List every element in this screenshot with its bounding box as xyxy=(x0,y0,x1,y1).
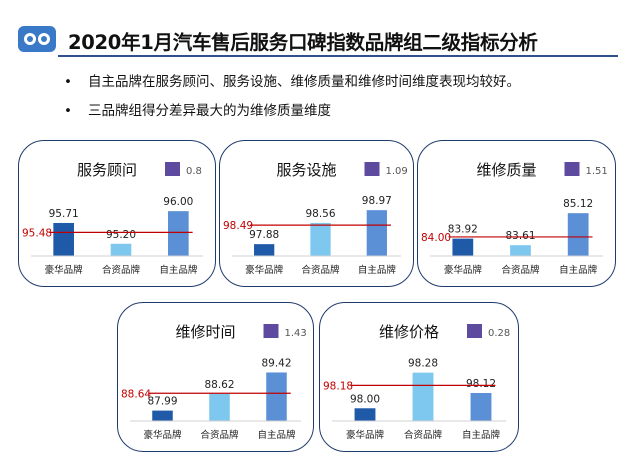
category-label: 豪华品牌 xyxy=(245,264,284,276)
legend-swatch xyxy=(564,162,580,176)
chart-title: 服务顾问 xyxy=(77,161,137,179)
bar xyxy=(452,238,474,256)
bar xyxy=(152,410,173,421)
bar-value-label: 96.00 xyxy=(163,196,193,208)
category-label: 自主品牌 xyxy=(462,429,501,441)
summary-bullets: 自主品牌在服务顾问、服务设施、维修质量和维修时间维度表现均较好。 三品牌组得分差… xyxy=(64,68,520,126)
legend-swatch xyxy=(263,324,279,338)
chart-title: 维修时间 xyxy=(175,323,235,341)
chart-title: 服务设施 xyxy=(276,161,336,179)
bar-value-label: 89.42 xyxy=(261,357,291,369)
bar-value-label: 85.12 xyxy=(563,198,593,210)
legend-value: 0.28 xyxy=(488,328,510,339)
category-label: 合资品牌 xyxy=(200,429,239,441)
bar-value-label: 98.12 xyxy=(466,378,496,390)
chart-panel-repair-price: 维修价格 0.28 98.00 豪华品牌 98.28 合资品牌 98.12 自主品牌 98.18 xyxy=(319,302,519,452)
legend-value: 1.51 xyxy=(586,166,608,177)
bar xyxy=(254,244,275,256)
bar-value-label: 95.20 xyxy=(106,229,136,241)
category-label: 自主品牌 xyxy=(159,264,198,276)
bar-value-label: 88.62 xyxy=(204,379,234,391)
chart-panel-repair-quality: 维修质量 1.51 83.92 豪华品牌 83.61 合资品牌 85.12 自主品牌 84.00 xyxy=(417,140,616,287)
chart-svg: 维修时间 1.43 87.99 豪华品牌 88.62 合资品牌 89.42 自主品牌 88.64 xyxy=(121,323,307,441)
bar-value-label: 97.88 xyxy=(249,229,279,241)
bar-value-label: 98.97 xyxy=(362,195,392,207)
bar xyxy=(209,393,230,421)
category-label: 豪华品牌 xyxy=(444,264,483,276)
legend-swatch xyxy=(467,324,482,338)
bar-value-label: 98.00 xyxy=(350,393,380,405)
chart-svg: 维修价格 0.28 98.00 豪华品牌 98.28 合资品牌 98.12 自主品牌 98.18 xyxy=(323,323,510,441)
bar xyxy=(168,211,189,256)
category-label: 豪华品牌 xyxy=(346,429,385,441)
legend-value: 0.8 xyxy=(186,166,202,177)
title-underline xyxy=(58,55,618,57)
legend-value: 1.09 xyxy=(386,166,408,177)
category-label: 合资品牌 xyxy=(404,429,443,441)
legend-swatch xyxy=(364,162,380,176)
bar-value-label: 95.71 xyxy=(49,208,79,220)
legend-value: 1.43 xyxy=(285,328,307,339)
bar xyxy=(110,243,132,256)
bullet-item: 三品牌组得分差异最大的为维修质量维度 xyxy=(64,97,520,126)
chart-title: 维修质量 xyxy=(476,161,536,179)
bar xyxy=(412,372,434,421)
chart-svg: 服务设施 1.09 97.88 豪华品牌 98.56 合资品牌 98.97 自主品牌 98.49 xyxy=(223,161,408,276)
bar-value-label: 98.56 xyxy=(305,208,335,220)
bar xyxy=(470,393,492,421)
chart-panel-service-facility: 服务设施 1.09 97.88 豪华品牌 98.56 合资品牌 98.97 自主品牌 98.49 xyxy=(219,140,414,287)
average-label: 84.00 xyxy=(421,232,451,244)
bar xyxy=(567,213,589,256)
category-label: 合资品牌 xyxy=(102,264,141,276)
category-label: 自主品牌 xyxy=(358,264,397,276)
brand-logo xyxy=(18,26,56,52)
bar-value-label: 83.61 xyxy=(505,230,535,242)
bar xyxy=(310,222,331,256)
chart-panel-repair-time: 维修时间 1.43 87.99 豪华品牌 88.62 合资品牌 89.42 自主品牌 88.64 xyxy=(117,302,314,452)
chart-panel-service-advisor: 服务顾问 0.8 95.71 豪华品牌 95.20 合资品牌 96.00 自主品牌 95.48 xyxy=(18,140,216,287)
chart-svg: 服务顾问 0.8 95.71 豪华品牌 95.20 合资品牌 96.00 自主品牌 95.48 xyxy=(22,161,203,276)
page-title: 2020年1月汽车售后服务口碑指数品牌组二级指标分析 xyxy=(68,31,538,54)
bar xyxy=(53,222,74,256)
bar-value-label: 98.28 xyxy=(408,358,438,370)
chart-svg: 维修质量 1.51 83.92 豪华品牌 83.61 合资品牌 85.12 自主品牌 84.00 xyxy=(421,161,608,276)
bar xyxy=(510,245,531,256)
average-label: 88.64 xyxy=(121,388,151,400)
category-label: 豪华品牌 xyxy=(45,264,84,276)
average-label: 98.18 xyxy=(323,380,353,392)
bar-value-label: 87.99 xyxy=(147,396,177,408)
legend-swatch xyxy=(165,162,180,176)
average-label: 95.48 xyxy=(22,227,52,239)
category-label: 豪华品牌 xyxy=(143,429,182,441)
category-label: 合资品牌 xyxy=(501,264,540,276)
category-label: 自主品牌 xyxy=(559,264,598,276)
bullet-item: 自主品牌在服务顾问、服务设施、维修质量和维修时间维度表现均较好。 xyxy=(64,68,520,97)
chart-title: 维修价格 xyxy=(379,323,439,341)
bar-value-label: 83.92 xyxy=(448,224,478,236)
category-label: 合资品牌 xyxy=(301,264,340,276)
bar xyxy=(366,210,387,256)
average-label: 98.49 xyxy=(223,220,253,232)
bar xyxy=(266,372,287,421)
bar xyxy=(354,408,376,421)
category-label: 自主品牌 xyxy=(257,429,296,441)
